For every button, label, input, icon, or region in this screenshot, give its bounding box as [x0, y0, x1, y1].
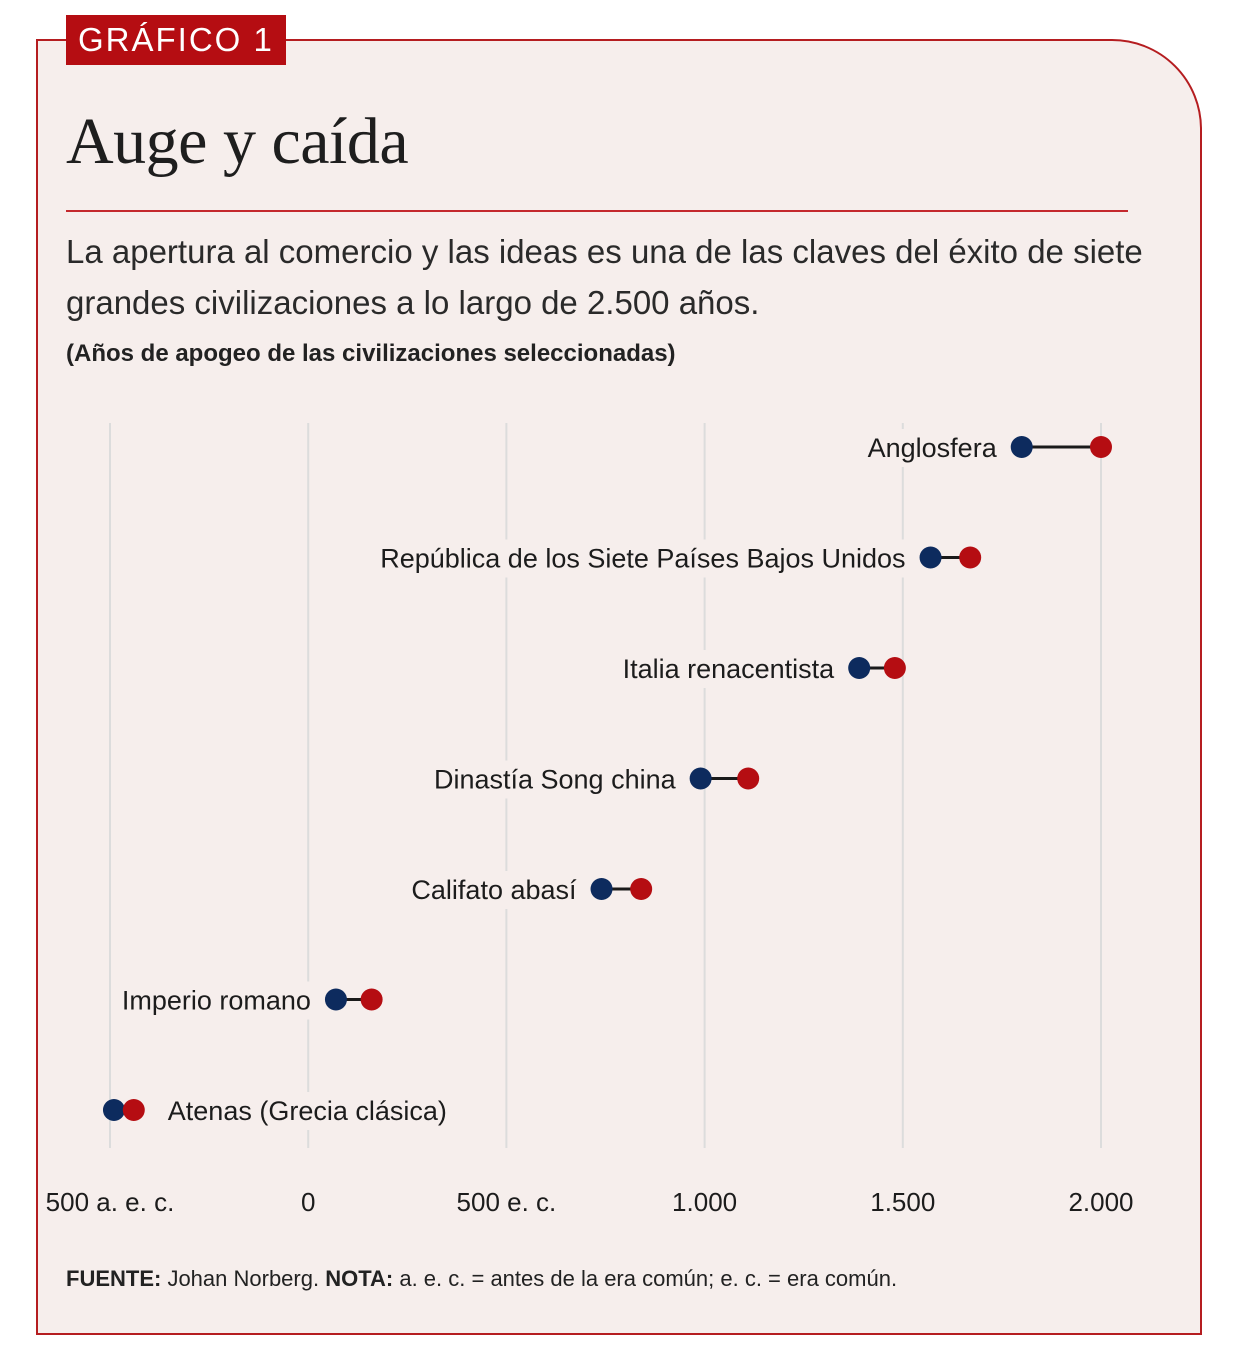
row-label: Anglosfera — [868, 433, 998, 463]
row-label-backdrop — [159, 1092, 455, 1130]
x-tick-label: 500 a. e. c. — [46, 1187, 175, 1217]
start-year-dot — [102, 1099, 125, 1121]
start-year-dot — [689, 767, 712, 790]
source-text: Johan Norberg. — [161, 1266, 326, 1291]
start-year-dot — [919, 546, 942, 569]
row-label-backdrop — [614, 650, 844, 688]
row-label-backdrop — [403, 871, 586, 909]
row-label: Italia renacentista — [623, 654, 836, 684]
title-divider — [66, 210, 1128, 212]
x-tick-label: 1.500 — [870, 1187, 935, 1217]
row-label-backdrop — [859, 429, 1006, 467]
start-year-dot — [590, 878, 613, 900]
start-year-dot — [1010, 436, 1033, 458]
row-label: República de los Siete Países Bajos Unid… — [380, 544, 905, 574]
end-year-dot — [883, 657, 906, 679]
source-label: FUENTE: — [66, 1266, 162, 1291]
row-label: Imperio romano — [122, 986, 311, 1016]
end-year-dot — [360, 988, 383, 1011]
chart-title: Auge y caída — [66, 105, 409, 178]
x-tick-label: 1.000 — [672, 1187, 737, 1217]
row-label-backdrop — [425, 760, 685, 799]
end-year-dot — [959, 546, 982, 569]
start-year-dot — [848, 657, 871, 679]
end-year-dot — [737, 767, 760, 790]
chart-number-badge: GRÁFICO 1 — [66, 15, 286, 65]
x-tick-label: 500 e. c. — [457, 1187, 557, 1217]
start-year-dot — [324, 988, 347, 1011]
chart-subtitle: La apertura al comercio y las ideas es u… — [66, 233, 1143, 321]
end-year-dot — [630, 878, 653, 900]
end-year-dot — [1090, 436, 1112, 458]
row-label-backdrop — [113, 981, 319, 1020]
x-tick-label: 2.000 — [1068, 1187, 1133, 1217]
x-tick-label: 0 — [301, 1187, 315, 1217]
row-label: Califato abasí — [411, 875, 577, 905]
units-note: (Años de apogeo de las civilizaciones se… — [66, 340, 676, 367]
row-label-backdrop — [372, 539, 914, 578]
row-label: Atenas (Grecia clásica) — [168, 1096, 447, 1126]
footer-note: FUENTE: Johan Norberg. NOTA: a. e. c. = … — [66, 1266, 897, 1292]
note-label: NOTA: — [325, 1266, 394, 1291]
row-label: Dinastía Song china — [434, 765, 677, 795]
end-year-dot — [122, 1099, 145, 1121]
note-text: a. e. c. = antes de la era común; e. c. … — [393, 1266, 898, 1291]
